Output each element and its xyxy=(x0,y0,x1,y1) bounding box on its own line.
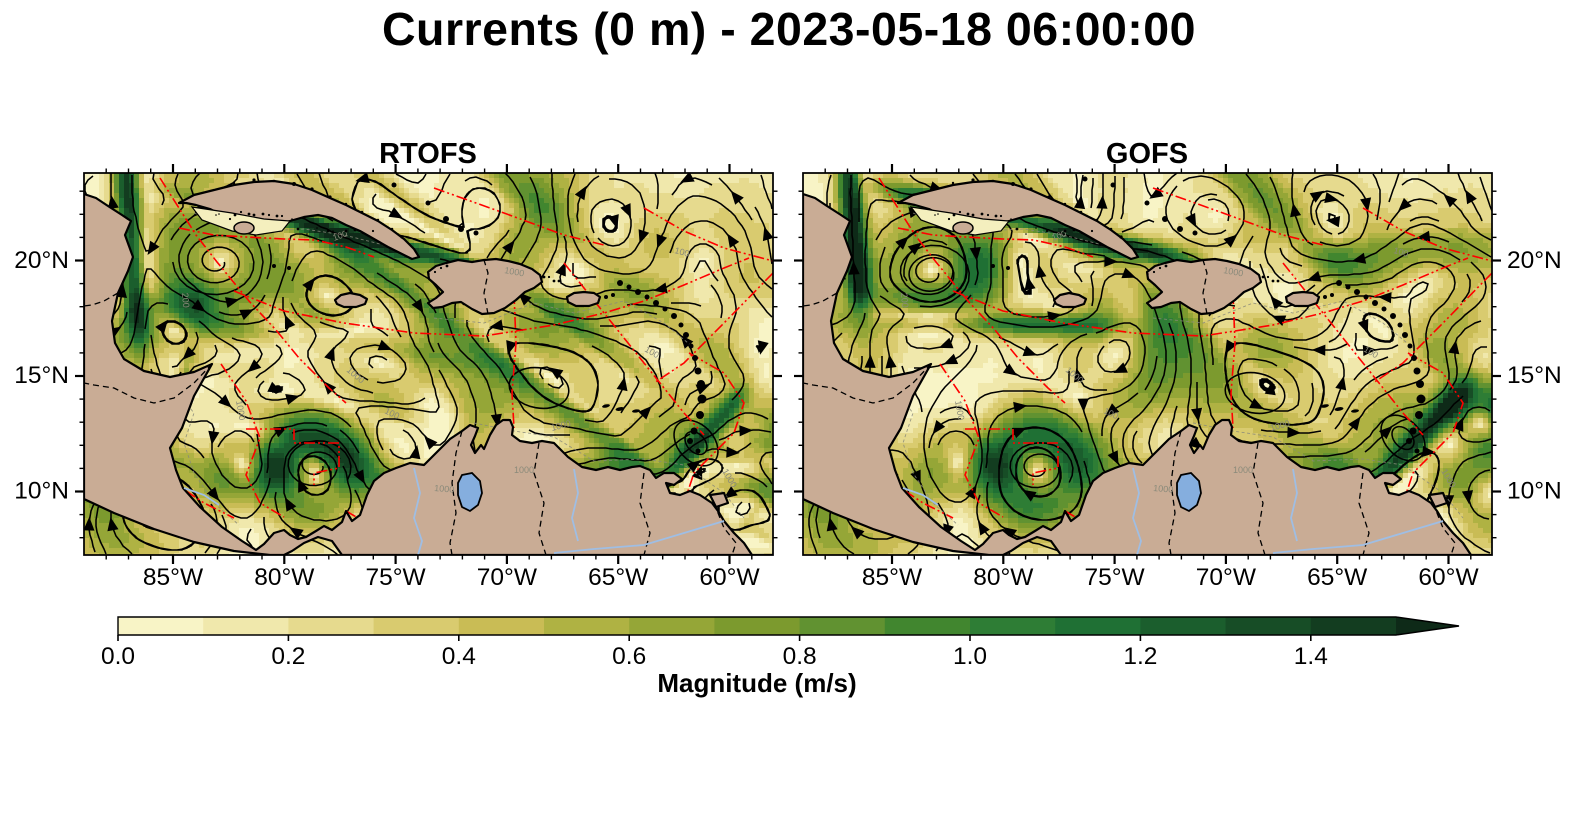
svg-text:0.6: 0.6 xyxy=(612,643,646,670)
svg-text:75°W: 75°W xyxy=(1085,564,1146,591)
svg-text:75°W: 75°W xyxy=(366,564,427,591)
svg-text:0.8: 0.8 xyxy=(783,643,817,670)
svg-text:60°W: 60°W xyxy=(699,564,760,591)
svg-text:Magnitude (m/s): Magnitude (m/s) xyxy=(657,668,856,698)
svg-text:0.4: 0.4 xyxy=(442,643,476,670)
svg-text:80°W: 80°W xyxy=(973,564,1034,591)
svg-text:80°W: 80°W xyxy=(254,564,315,591)
svg-text:10°N: 10°N xyxy=(14,477,69,504)
svg-text:0.0: 0.0 xyxy=(101,643,135,670)
svg-text:70°W: 70°W xyxy=(1196,564,1257,591)
svg-text:85°W: 85°W xyxy=(143,564,204,591)
svg-text:20°N: 20°N xyxy=(14,247,69,274)
svg-text:60°W: 60°W xyxy=(1418,564,1479,591)
svg-text:20°N: 20°N xyxy=(1507,247,1562,274)
svg-text:65°W: 65°W xyxy=(588,564,649,591)
svg-text:15°N: 15°N xyxy=(1507,362,1562,389)
svg-text:65°W: 65°W xyxy=(1307,564,1368,591)
svg-text:1.4: 1.4 xyxy=(1294,643,1328,670)
svg-text:0.2: 0.2 xyxy=(271,643,305,670)
svg-text:1.0: 1.0 xyxy=(953,643,987,670)
svg-text:70°W: 70°W xyxy=(477,564,538,591)
svg-text:10°N: 10°N xyxy=(1507,477,1562,504)
svg-text:15°N: 15°N xyxy=(14,362,69,389)
svg-text:1.2: 1.2 xyxy=(1123,643,1157,670)
svg-text:GOFS: GOFS xyxy=(1106,138,1188,170)
svg-text:RTOFS: RTOFS xyxy=(379,138,477,170)
svg-text:Currents (0 m) - 2023-05-18 06: Currents (0 m) - 2023-05-18 06:00:00 xyxy=(382,3,1196,55)
svg-text:85°W: 85°W xyxy=(862,564,923,591)
